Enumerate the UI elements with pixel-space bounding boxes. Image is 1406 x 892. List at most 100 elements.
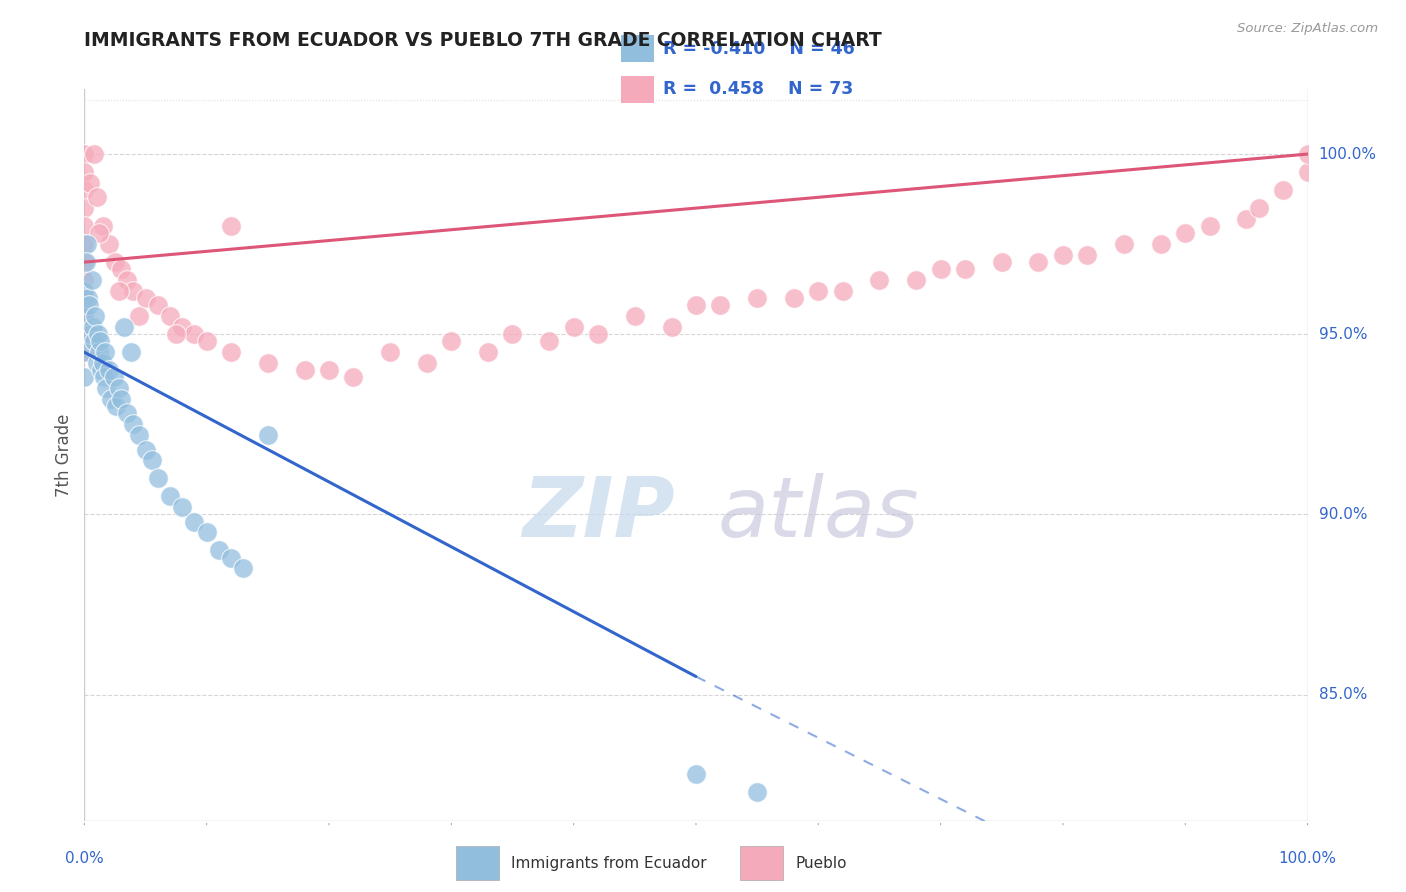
Point (73, 345, 96, 359)
Text: Pueblo: Pueblo (796, 855, 848, 871)
Point (208, 543, 231, 558)
Point (783, 291, 806, 305)
Point (104, 255, 127, 269)
Point (83, 334, 105, 349)
Point (1076, 248, 1098, 262)
Point (76, 237, 98, 252)
Point (159, 489, 181, 503)
Y-axis label: 7th Grade: 7th Grade (55, 413, 73, 497)
Point (146, 298, 169, 312)
Point (122, 284, 145, 298)
Point (869, 273, 891, 287)
Point (747, 785, 769, 799)
Point (183, 327, 205, 342)
Point (342, 370, 364, 384)
Point (110, 392, 132, 406)
Point (80, 273, 103, 287)
Point (1296, 165, 1319, 179)
Point (135, 291, 157, 305)
Point (105, 399, 128, 413)
Point (84, 309, 107, 323)
Point (73, 327, 96, 342)
Point (165, 327, 187, 342)
Point (73, 273, 96, 287)
Point (107, 284, 129, 298)
Text: 90.0%: 90.0% (1319, 507, 1367, 522)
Point (87, 327, 110, 342)
Point (905, 273, 928, 287)
Text: R = -0.410    N = 46: R = -0.410 N = 46 (664, 40, 855, 58)
Point (538, 334, 561, 349)
Point (1198, 219, 1220, 233)
Point (86, 356, 108, 370)
Point (1174, 227, 1197, 241)
Point (1234, 211, 1257, 226)
Point (1114, 237, 1136, 252)
Point (83, 147, 105, 161)
Bar (740, 846, 783, 880)
Point (97, 237, 120, 252)
Point (183, 515, 205, 529)
Text: 0.0%: 0.0% (65, 851, 104, 866)
Text: 100.0%: 100.0% (1319, 146, 1376, 161)
Point (128, 309, 150, 323)
Text: Immigrants from Ecuador: Immigrants from Ecuador (512, 855, 707, 871)
Point (122, 417, 145, 432)
Point (115, 407, 138, 421)
Point (94, 345, 117, 359)
Point (112, 320, 135, 334)
Point (73, 183, 96, 197)
Point (110, 262, 132, 277)
Point (79, 327, 101, 342)
Point (219, 345, 242, 359)
Point (953, 262, 976, 277)
Point (219, 550, 242, 565)
Point (318, 363, 340, 377)
Point (709, 298, 731, 312)
Point (257, 428, 280, 442)
Point (991, 255, 1014, 269)
Point (82, 320, 104, 334)
Point (73, 219, 96, 233)
Text: ZIP: ZIP (522, 473, 675, 554)
Point (1052, 248, 1074, 262)
Point (73, 370, 96, 384)
Point (172, 500, 194, 515)
Point (73, 165, 96, 179)
Point (73, 309, 96, 323)
Text: 85.0%: 85.0% (1319, 687, 1367, 702)
Point (685, 298, 707, 312)
Point (685, 766, 707, 780)
Point (128, 428, 150, 442)
Point (172, 320, 194, 334)
Point (159, 309, 181, 323)
Point (232, 561, 254, 575)
Point (91, 356, 114, 370)
Bar (620, 76, 654, 103)
Text: 95.0%: 95.0% (1319, 326, 1367, 342)
Point (79, 176, 101, 190)
Point (77, 291, 100, 305)
Point (831, 284, 853, 298)
Point (146, 471, 169, 485)
Point (86, 190, 108, 204)
Point (1028, 255, 1050, 269)
Point (586, 327, 609, 342)
Point (661, 320, 683, 334)
Point (1272, 183, 1295, 197)
Text: IMMIGRANTS FROM ECUADOR VS PUEBLO 7TH GRADE CORRELATION CHART: IMMIGRANTS FROM ECUADOR VS PUEBLO 7TH GR… (84, 31, 882, 50)
Point (1247, 201, 1270, 215)
Point (1296, 147, 1319, 161)
Point (807, 284, 830, 298)
Point (195, 525, 218, 540)
Point (77, 298, 100, 312)
Point (380, 345, 402, 359)
Point (929, 262, 952, 277)
Point (93, 370, 115, 384)
Point (73, 201, 96, 215)
Point (1150, 237, 1173, 252)
Point (747, 291, 769, 305)
Point (120, 345, 142, 359)
Bar (620, 36, 654, 62)
Text: atlas: atlas (717, 473, 920, 554)
